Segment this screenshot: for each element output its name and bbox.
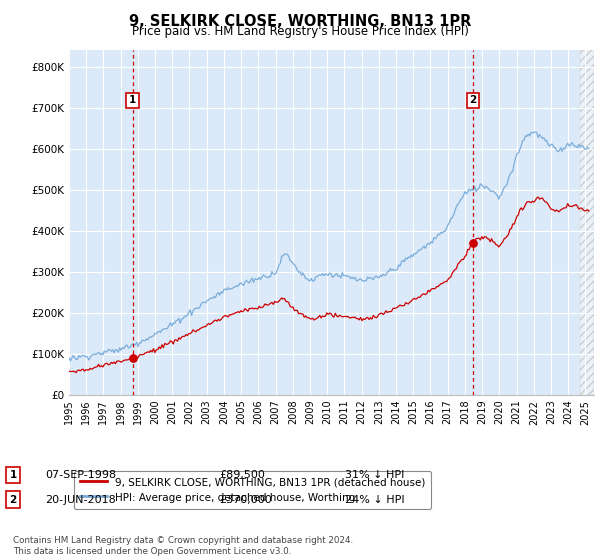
Point — [128, 353, 137, 362]
Text: 20-JUN-2018: 20-JUN-2018 — [45, 494, 116, 505]
Text: 24% ↓ HPI: 24% ↓ HPI — [345, 494, 404, 505]
Text: 1: 1 — [129, 95, 136, 105]
Text: 31% ↓ HPI: 31% ↓ HPI — [345, 470, 404, 480]
Text: Price paid vs. HM Land Registry's House Price Index (HPI): Price paid vs. HM Land Registry's House … — [131, 25, 469, 38]
Text: £89,500: £89,500 — [219, 470, 265, 480]
Text: £370,000: £370,000 — [219, 494, 272, 505]
Text: 9, SELKIRK CLOSE, WORTHING, BN13 1PR: 9, SELKIRK CLOSE, WORTHING, BN13 1PR — [129, 14, 471, 29]
Text: 2: 2 — [10, 494, 17, 505]
Legend: 9, SELKIRK CLOSE, WORTHING, BN13 1PR (detached house), HPI: Average price, detac: 9, SELKIRK CLOSE, WORTHING, BN13 1PR (de… — [74, 470, 431, 509]
Text: 2: 2 — [469, 95, 476, 105]
Point — [468, 239, 478, 248]
Text: Contains HM Land Registry data © Crown copyright and database right 2024.
This d: Contains HM Land Registry data © Crown c… — [13, 536, 353, 556]
Text: 1: 1 — [10, 470, 17, 480]
Text: 07-SEP-1998: 07-SEP-1998 — [45, 470, 116, 480]
